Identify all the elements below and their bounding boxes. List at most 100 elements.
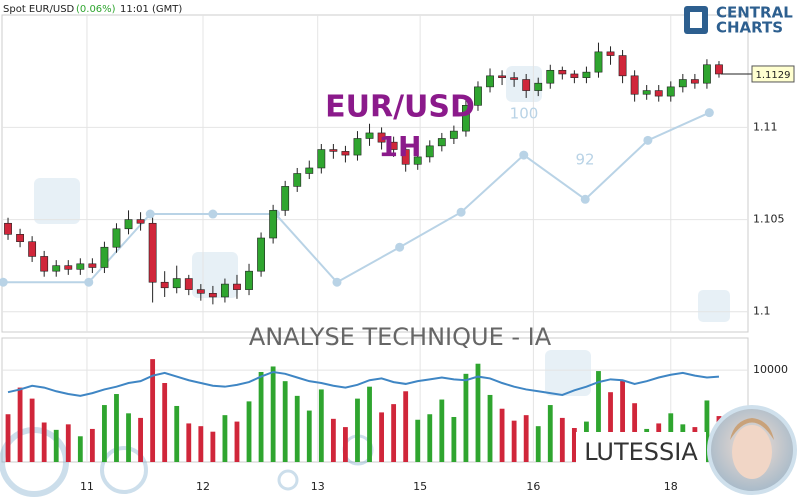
volume-bar: [535, 426, 541, 462]
y-tick-label: 10000: [753, 363, 788, 376]
volume-bar: [523, 415, 529, 462]
candle-body: [437, 138, 446, 147]
y-tick-label: 1.105: [753, 213, 785, 226]
candle-body: [654, 90, 663, 97]
candle-body: [703, 64, 711, 84]
candle-body: [389, 141, 398, 150]
icon: [100, 446, 148, 494]
overlay-point: [395, 242, 405, 252]
volume-bar: [571, 428, 577, 462]
header: Spot EUR/USD (0.06%) 11:01 (GMT): [3, 4, 182, 15]
volume-bar: [41, 422, 47, 462]
candle-body: [257, 237, 265, 272]
volume-bar: [270, 366, 276, 462]
volume-bar: [620, 380, 625, 462]
volume-bar: [306, 410, 312, 462]
candle-body: [136, 219, 145, 224]
candle-body: [317, 149, 326, 169]
candle-body: [546, 69, 555, 84]
candle-body: [377, 132, 386, 143]
volume-bar: [174, 405, 180, 462]
volume-bar: [234, 421, 240, 462]
candle-body: [148, 222, 157, 283]
candle-body: [329, 149, 338, 152]
candle-body: [100, 246, 109, 268]
candle-body: [353, 138, 362, 156]
volume-bar: [547, 405, 553, 462]
volume-bar: [704, 400, 710, 462]
volume-bar: [415, 419, 421, 462]
author: LUTESSIA: [584, 438, 698, 466]
chart-title: EUR/USD: [325, 90, 475, 125]
candle-body: [76, 263, 85, 270]
overlay-point: [0, 277, 8, 287]
volume-bar: [162, 383, 168, 462]
overlay-point: [145, 209, 155, 219]
volume-bar: [102, 405, 107, 462]
volume-bar: [355, 398, 360, 462]
volume-bar: [596, 371, 601, 462]
avatar-face: [732, 425, 772, 479]
last-price-label: 1.1129: [756, 70, 791, 81]
candle-body: [715, 64, 723, 75]
candle-body: [510, 77, 519, 80]
volume-bar: [318, 389, 324, 462]
candle-body: [449, 130, 458, 139]
candle-body: [522, 79, 531, 91]
overlay-point: [332, 277, 342, 287]
candle-body: [558, 69, 567, 75]
plot: 100 92: [0, 15, 748, 462]
volume-bar: [222, 415, 228, 462]
volume-bar: [475, 363, 481, 462]
candle-body: [690, 79, 699, 84]
volume-bar: [138, 417, 143, 462]
change: (0.06%): [76, 4, 116, 15]
overlay-point: [456, 207, 466, 217]
candle-body: [16, 234, 24, 242]
x-tick-label: 13: [311, 480, 325, 493]
volume-bar: [391, 404, 397, 462]
overlay-point: [208, 209, 218, 219]
volume-bar: [258, 371, 264, 462]
icon: [545, 350, 591, 396]
candle-body: [642, 90, 651, 95]
icon: [698, 290, 730, 322]
volume-bar: [379, 412, 384, 462]
volume-bar: [330, 418, 336, 462]
candle-body: [40, 256, 49, 272]
candle-body: [486, 75, 494, 88]
candle-body: [630, 75, 639, 95]
candle-body: [413, 156, 422, 165]
volume-bar: [439, 399, 445, 462]
instrument: Spot EUR/USD: [3, 4, 75, 15]
volume-bar: [186, 423, 192, 462]
volume-bar: [511, 420, 517, 462]
candle-body: [245, 270, 253, 290]
candle-body: [64, 265, 73, 270]
candle-body: [221, 283, 229, 298]
overlay-point: [643, 135, 653, 145]
volume-bar: [65, 424, 71, 462]
volume-bar: [367, 386, 372, 462]
volume-bar: [559, 417, 565, 462]
overlay-label: 92: [575, 151, 594, 169]
avatar-hair: [730, 418, 774, 440]
icon: [34, 178, 80, 224]
volume-bar: [77, 436, 83, 462]
candle-body: [474, 86, 482, 106]
volume-bar: [463, 373, 469, 462]
candle-body: [401, 149, 410, 165]
volume-bar: [114, 394, 119, 462]
volume-bar: [343, 427, 348, 462]
overlay-point: [580, 194, 590, 204]
logo-text: CENTRAL: [716, 4, 793, 22]
y-tick-label: 1.11: [753, 120, 778, 133]
candle-body: [666, 86, 675, 97]
candle-body: [52, 265, 61, 272]
volume-bar: [150, 359, 156, 462]
candle-body: [233, 283, 241, 290]
candle-body: [582, 71, 591, 78]
chart-subtitle: 1H: [379, 130, 422, 163]
